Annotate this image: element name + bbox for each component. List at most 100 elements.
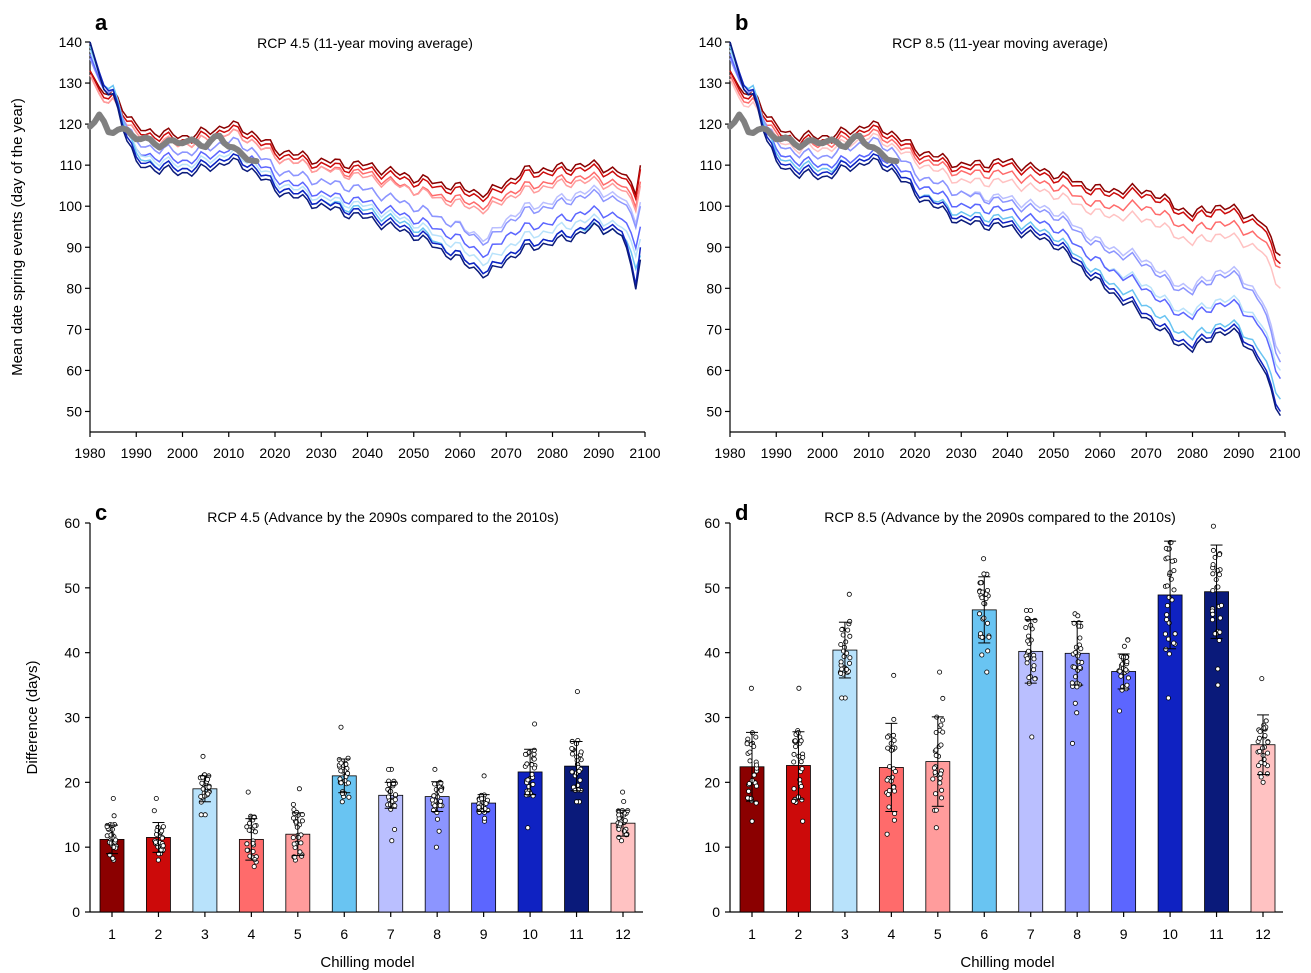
data-point-model-3: [200, 753, 206, 759]
data-point-model-4: [891, 817, 897, 823]
data-point-model-8: [438, 798, 444, 804]
x-tick-label: 1990: [121, 445, 152, 461]
data-point-model-7: [1031, 656, 1037, 662]
x-tick-label: 2010: [853, 445, 884, 461]
data-point-model-5: [937, 775, 943, 781]
data-point-model-7: [1026, 648, 1032, 654]
data-point-model-1: [754, 762, 760, 768]
x-tick-label: 2090: [583, 445, 614, 461]
data-point-model-2: [799, 766, 805, 772]
data-point-model-3: [846, 591, 852, 597]
data-point-model-2: [151, 808, 157, 814]
data-point-model-5: [933, 807, 939, 813]
data-point-model-11: [574, 689, 580, 695]
data-point-model-12: [1260, 779, 1266, 785]
data-point-model-7: [1031, 667, 1037, 673]
x-tick-label: 8: [1073, 926, 1081, 942]
x-tick-label: 7: [1027, 926, 1035, 942]
x-axis-label: Chilling model: [320, 954, 414, 971]
y-axis-label: Difference (days): [24, 661, 41, 775]
y-tick-label: 90: [66, 239, 82, 255]
x-tick-label: 2030: [946, 445, 977, 461]
data-point-model-2: [800, 754, 806, 760]
y-tick-label: 60: [64, 515, 80, 531]
series-line-model-10: [89, 41, 642, 286]
data-point-model-7: [1032, 676, 1038, 682]
data-point-model-2: [155, 857, 161, 863]
data-point-model-3: [839, 666, 845, 672]
data-point-model-7: [392, 797, 398, 803]
data-point-model-4: [244, 824, 250, 830]
data-point-model-10: [1165, 603, 1171, 609]
x-tick-label: 2060: [1084, 445, 1115, 461]
data-point-model-1: [110, 855, 116, 861]
y-tick-label: 110: [60, 157, 83, 173]
y-tick-label: 50: [66, 403, 82, 419]
x-tick-label: 2070: [491, 445, 522, 461]
data-point-model-3: [838, 659, 844, 665]
data-point-model-8: [1077, 635, 1083, 641]
data-point-model-2: [160, 824, 166, 830]
data-point-model-9: [476, 804, 482, 810]
data-point-model-5: [933, 791, 939, 797]
data-point-model-10: [1171, 587, 1177, 593]
data-point-model-10: [1164, 617, 1170, 623]
x-tick-label: 2080: [537, 445, 568, 461]
x-tick-label: 7: [387, 926, 395, 942]
data-point-model-1: [744, 741, 750, 747]
data-point-model-5: [290, 835, 296, 841]
data-point-model-10: [531, 751, 537, 757]
data-point-model-8: [434, 816, 440, 822]
data-point-model-1: [746, 781, 752, 787]
panel-letter-d: d: [735, 500, 748, 525]
data-point-model-12: [616, 812, 622, 818]
x-tick-label: 3: [841, 926, 849, 942]
data-point-model-7: [1023, 625, 1029, 631]
data-point-model-2: [798, 738, 804, 744]
data-point-model-5: [299, 853, 305, 859]
data-point-model-6: [979, 634, 985, 640]
data-point-model-11: [1218, 603, 1224, 609]
data-point-model-3: [845, 627, 851, 633]
data-point-model-3: [839, 627, 845, 633]
data-point-model-2: [800, 818, 806, 824]
data-point-model-10: [531, 756, 537, 762]
data-point-model-11: [1210, 588, 1216, 594]
data-point-model-5: [939, 787, 945, 793]
data-point-model-9: [1125, 637, 1131, 643]
data-point-model-8: [436, 828, 442, 834]
series-line-model-1: [89, 70, 642, 199]
data-point-model-7: [386, 767, 392, 773]
y-tick-label: 20: [704, 774, 720, 790]
panel-c-plot: 0 10 20 30 40 50 60 Difference (days) Chilling m…: [24, 515, 643, 971]
bar-model-3: [832, 649, 858, 913]
panel-b: b RCP 8.5 (11-year moving average) 50 60 7…: [699, 10, 1301, 461]
data-point-model-12: [1264, 771, 1270, 777]
data-point-model-4: [891, 732, 897, 738]
data-point-model-12: [621, 799, 627, 805]
data-point-model-4: [885, 792, 891, 798]
data-point-model-6: [345, 755, 351, 761]
data-point-model-4: [891, 716, 897, 722]
data-point-model-11: [569, 746, 575, 752]
y-tick-label: 40: [704, 645, 720, 661]
x-tick-label: 2040: [992, 445, 1023, 461]
y-tick-label: 130: [59, 75, 83, 91]
data-point-model-7: [1024, 660, 1030, 666]
data-point-model-11: [1210, 611, 1216, 617]
x-tick-label: 1: [748, 926, 756, 942]
data-point-model-5: [939, 795, 945, 801]
x-tick-label: 6: [980, 926, 988, 942]
data-point-model-12: [616, 826, 622, 832]
data-point-model-8: [1078, 646, 1084, 652]
data-point-model-12: [1263, 718, 1269, 724]
data-point-model-5: [291, 841, 297, 847]
data-point-model-10: [1165, 555, 1171, 561]
series-line-model-9: [89, 54, 642, 259]
y-tick-label: 80: [706, 280, 722, 296]
data-point-model-3: [847, 660, 853, 666]
x-axis-label: Chilling model: [960, 954, 1054, 971]
data-point-model-8: [1073, 644, 1079, 650]
data-point-model-7: [392, 803, 398, 809]
data-point-model-3: [198, 812, 204, 818]
